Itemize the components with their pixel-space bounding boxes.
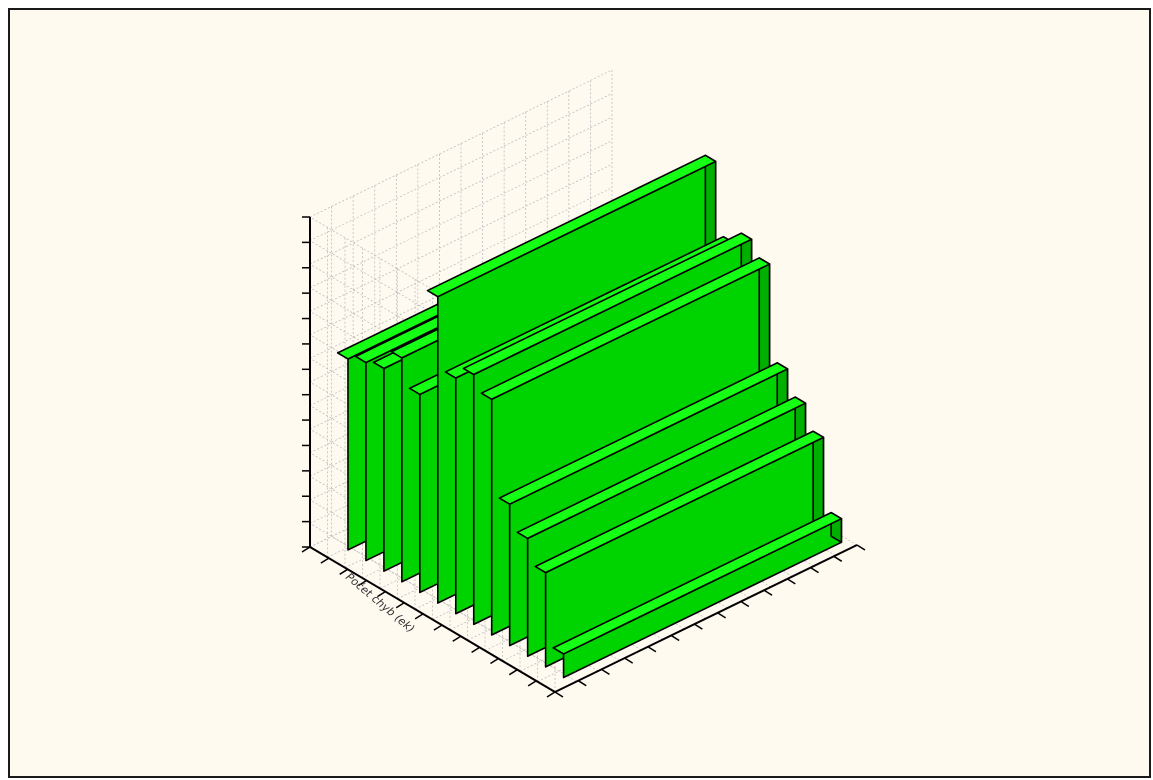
chart-axes [301, 216, 866, 698]
bar [552, 511, 843, 679]
bar [534, 430, 825, 668]
chart-bars [336, 154, 843, 679]
